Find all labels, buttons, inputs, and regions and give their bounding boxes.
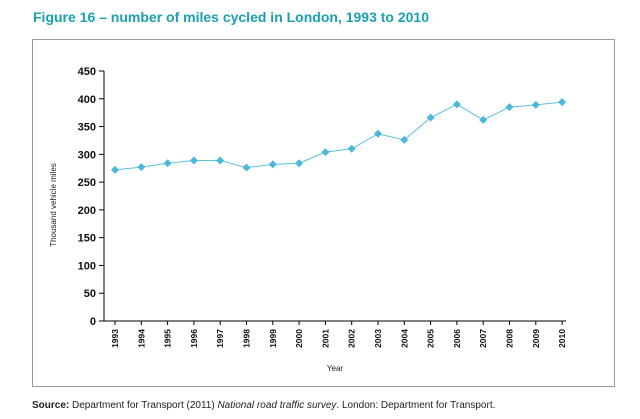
x-tick-label: 2001 <box>320 329 330 348</box>
data-point-marker <box>242 163 251 172</box>
source-note: Source: Department for Transport (2011) … <box>32 400 495 411</box>
x-tick-label: 1993 <box>110 329 120 348</box>
y-tick-label: 150 <box>78 233 96 245</box>
y-tick-label: 300 <box>78 149 96 161</box>
y-tick-label: 250 <box>78 177 96 189</box>
x-tick-label: 2000 <box>294 329 304 348</box>
data-point-marker <box>321 148 330 157</box>
source-text-after: . London: Department for Transport. <box>336 400 496 411</box>
data-point-marker <box>295 159 304 168</box>
x-axis: 1993 1994 1995 1996 1997 1998 1999 2000 2001 2002… <box>104 320 567 348</box>
x-tick-label: 1994 <box>136 329 146 348</box>
x-tick-label: 2002 <box>347 329 357 348</box>
data-point-marker <box>111 165 119 174</box>
x-tick-label: 2008 <box>505 329 515 348</box>
data-point-marker <box>347 144 356 153</box>
series-line <box>114 101 563 171</box>
source-label: Source: <box>32 400 70 411</box>
data-point-marker <box>163 159 172 168</box>
data-point-marker <box>426 113 435 122</box>
x-tick-label: 1995 <box>163 329 173 348</box>
data-point-marker <box>505 103 514 112</box>
data-point-marker <box>189 156 198 165</box>
x-tick-label: 2003 <box>373 329 383 348</box>
data-point-marker <box>558 98 567 107</box>
y-tick-label: 400 <box>78 94 96 106</box>
data-point-marker <box>479 115 488 124</box>
y-tick-label: 450 <box>78 66 96 78</box>
y-axis-label: Thousand vehicle miles <box>49 163 58 247</box>
x-tick-label: 1997 <box>215 329 225 348</box>
y-tick-label: 50 <box>84 288 96 300</box>
x-axis-label: Year <box>327 364 344 373</box>
x-tick-label: 1998 <box>242 329 252 348</box>
data-point-marker <box>137 163 146 172</box>
source-publication: National road traffic survey <box>217 400 337 411</box>
chart-title: Figure 16 – number of miles cycled in Lo… <box>33 9 430 25</box>
source-text-before: Department for Transport (2011) <box>69 400 218 411</box>
x-tick-label: 2006 <box>452 329 462 348</box>
y-tick-label: 100 <box>78 260 96 272</box>
x-tick-label: 2007 <box>478 329 488 348</box>
x-tick-label: 2010 <box>557 329 567 348</box>
data-point-marker <box>531 100 540 109</box>
series-miles-cycled <box>111 98 567 174</box>
data-point-marker <box>268 160 277 169</box>
data-point-marker <box>400 135 409 144</box>
y-tick-label: 200 <box>78 205 96 217</box>
x-tick-label: 1996 <box>189 329 199 348</box>
x-tick-label: 2005 <box>426 329 436 348</box>
data-point-marker <box>374 129 382 138</box>
x-tick-label: 2009 <box>531 329 541 348</box>
x-tick-label: 2004 <box>399 329 409 348</box>
data-point-marker <box>216 156 225 165</box>
y-tick-label: 0 <box>90 316 96 328</box>
y-axis: 0 50 100 150 200 250 300 350 400 450 <box>78 66 105 328</box>
x-tick-label: 1999 <box>268 329 278 348</box>
data-point-marker <box>452 100 461 109</box>
y-tick-label: 350 <box>78 122 96 134</box>
chart-frame <box>32 39 615 387</box>
